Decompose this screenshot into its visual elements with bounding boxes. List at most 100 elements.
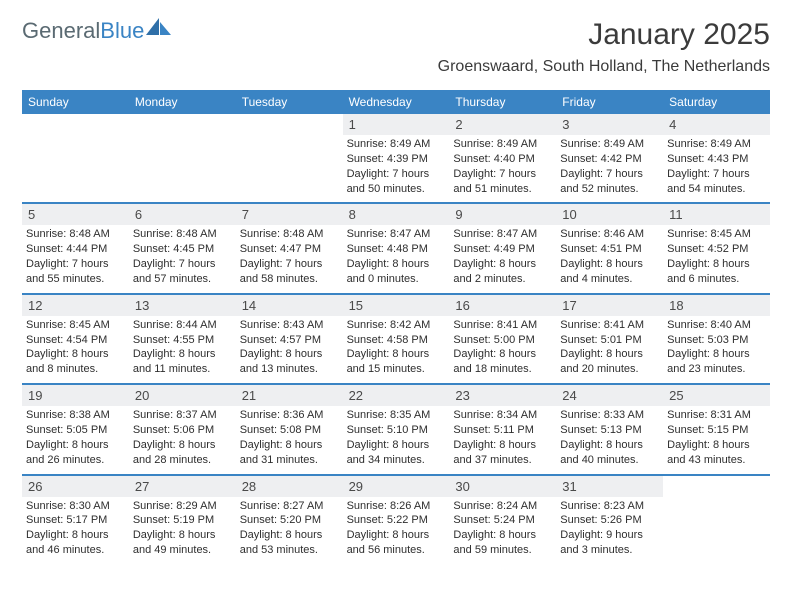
day-cell bbox=[22, 114, 129, 202]
calendar-grid: SundayMondayTuesdayWednesdayThursdayFrid… bbox=[22, 90, 770, 564]
detail-line: Daylight: 8 hours bbox=[560, 257, 659, 272]
dow-cell: Friday bbox=[556, 90, 663, 114]
detail-line: and 50 minutes. bbox=[347, 182, 446, 197]
detail-line: Daylight: 8 hours bbox=[560, 438, 659, 453]
week-row: 19Sunrise: 8:38 AMSunset: 5:05 PMDayligh… bbox=[22, 385, 770, 473]
detail-line: and 34 minutes. bbox=[347, 453, 446, 468]
detail-line: Daylight: 8 hours bbox=[26, 438, 125, 453]
day-number: 10 bbox=[556, 204, 663, 225]
day-cell: 1Sunrise: 8:49 AMSunset: 4:39 PMDaylight… bbox=[343, 114, 450, 202]
dow-cell: Sunday bbox=[22, 90, 129, 114]
detail-line: Sunrise: 8:33 AM bbox=[560, 408, 659, 423]
weeks-container: 1Sunrise: 8:49 AMSunset: 4:39 PMDaylight… bbox=[22, 114, 770, 564]
detail-line: and 46 minutes. bbox=[26, 543, 125, 558]
detail-line: Sunrise: 8:31 AM bbox=[667, 408, 766, 423]
detail-line: Sunrise: 8:40 AM bbox=[667, 318, 766, 333]
detail-line: and 53 minutes. bbox=[240, 543, 339, 558]
title-block: January 2025 Groenswaard, South Holland,… bbox=[438, 18, 770, 76]
detail-line: Daylight: 8 hours bbox=[453, 347, 552, 362]
day-cell: 6Sunrise: 8:48 AMSunset: 4:45 PMDaylight… bbox=[129, 204, 236, 292]
day-cell: 10Sunrise: 8:46 AMSunset: 4:51 PMDayligh… bbox=[556, 204, 663, 292]
detail-line: and 51 minutes. bbox=[453, 182, 552, 197]
detail-line: Daylight: 8 hours bbox=[240, 347, 339, 362]
detail-line: Sunset: 5:17 PM bbox=[26, 513, 125, 528]
day-number: 26 bbox=[22, 476, 129, 497]
detail-line: Sunrise: 8:48 AM bbox=[26, 227, 125, 242]
month-title: January 2025 bbox=[438, 18, 770, 52]
day-number: 27 bbox=[129, 476, 236, 497]
day-cell: 4Sunrise: 8:49 AMSunset: 4:43 PMDaylight… bbox=[663, 114, 770, 202]
day-number: 16 bbox=[449, 295, 556, 316]
day-cell: 5Sunrise: 8:48 AMSunset: 4:44 PMDaylight… bbox=[22, 204, 129, 292]
day-number: 22 bbox=[343, 385, 450, 406]
detail-line: and 20 minutes. bbox=[560, 362, 659, 377]
detail-line: Sunrise: 8:45 AM bbox=[26, 318, 125, 333]
detail-line: Sunrise: 8:35 AM bbox=[347, 408, 446, 423]
detail-line: and 26 minutes. bbox=[26, 453, 125, 468]
week-row: 5Sunrise: 8:48 AMSunset: 4:44 PMDaylight… bbox=[22, 204, 770, 292]
detail-line: Sunset: 5:10 PM bbox=[347, 423, 446, 438]
detail-line: Daylight: 8 hours bbox=[133, 438, 232, 453]
day-details: Sunrise: 8:41 AMSunset: 5:00 PMDaylight:… bbox=[453, 318, 552, 377]
detail-line: and 4 minutes. bbox=[560, 272, 659, 287]
detail-line: Sunrise: 8:34 AM bbox=[453, 408, 552, 423]
day-details: Sunrise: 8:38 AMSunset: 5:05 PMDaylight:… bbox=[26, 408, 125, 467]
day-number: 6 bbox=[129, 204, 236, 225]
detail-line: Sunrise: 8:47 AM bbox=[453, 227, 552, 242]
day-cell: 24Sunrise: 8:33 AMSunset: 5:13 PMDayligh… bbox=[556, 385, 663, 473]
day-number: 30 bbox=[449, 476, 556, 497]
day-details: Sunrise: 8:36 AMSunset: 5:08 PMDaylight:… bbox=[240, 408, 339, 467]
detail-line: and 49 minutes. bbox=[133, 543, 232, 558]
detail-line: Sunset: 5:26 PM bbox=[560, 513, 659, 528]
day-number: 15 bbox=[343, 295, 450, 316]
detail-line: Daylight: 7 hours bbox=[26, 257, 125, 272]
detail-line: Sunrise: 8:30 AM bbox=[26, 499, 125, 514]
day-number: 4 bbox=[663, 114, 770, 135]
detail-line: Sunset: 4:47 PM bbox=[240, 242, 339, 257]
detail-line: Daylight: 8 hours bbox=[667, 257, 766, 272]
detail-line: Sunset: 5:22 PM bbox=[347, 513, 446, 528]
day-cell: 14Sunrise: 8:43 AMSunset: 4:57 PMDayligh… bbox=[236, 295, 343, 383]
detail-line: Daylight: 8 hours bbox=[667, 347, 766, 362]
detail-line: Sunset: 4:51 PM bbox=[560, 242, 659, 257]
detail-line: Daylight: 8 hours bbox=[453, 528, 552, 543]
day-number: 14 bbox=[236, 295, 343, 316]
day-number: 18 bbox=[663, 295, 770, 316]
detail-line: Daylight: 8 hours bbox=[133, 347, 232, 362]
day-cell: 22Sunrise: 8:35 AMSunset: 5:10 PMDayligh… bbox=[343, 385, 450, 473]
detail-line: Sunrise: 8:49 AM bbox=[667, 137, 766, 152]
detail-line: and 13 minutes. bbox=[240, 362, 339, 377]
day-details: Sunrise: 8:46 AMSunset: 4:51 PMDaylight:… bbox=[560, 227, 659, 286]
day-details: Sunrise: 8:31 AMSunset: 5:15 PMDaylight:… bbox=[667, 408, 766, 467]
day-cell: 19Sunrise: 8:38 AMSunset: 5:05 PMDayligh… bbox=[22, 385, 129, 473]
week-row: 12Sunrise: 8:45 AMSunset: 4:54 PMDayligh… bbox=[22, 295, 770, 383]
detail-line: and 57 minutes. bbox=[133, 272, 232, 287]
detail-line: Sunset: 5:05 PM bbox=[26, 423, 125, 438]
day-number: 31 bbox=[556, 476, 663, 497]
detail-line: Sunset: 5:03 PM bbox=[667, 333, 766, 348]
detail-line: Sunset: 4:39 PM bbox=[347, 152, 446, 167]
day-cell: 11Sunrise: 8:45 AMSunset: 4:52 PMDayligh… bbox=[663, 204, 770, 292]
detail-line: Sunrise: 8:26 AM bbox=[347, 499, 446, 514]
detail-line: Daylight: 9 hours bbox=[560, 528, 659, 543]
detail-line: Daylight: 8 hours bbox=[133, 528, 232, 543]
detail-line: Sunset: 4:58 PM bbox=[347, 333, 446, 348]
dow-cell: Monday bbox=[129, 90, 236, 114]
day-number: 9 bbox=[449, 204, 556, 225]
day-details: Sunrise: 8:34 AMSunset: 5:11 PMDaylight:… bbox=[453, 408, 552, 467]
day-details: Sunrise: 8:24 AMSunset: 5:24 PMDaylight:… bbox=[453, 499, 552, 558]
header: GeneralBlue January 2025 Groenswaard, So… bbox=[22, 18, 770, 76]
day-cell: 18 Sunrise: 8:40 AMSunset: 5:03 PMDayligh… bbox=[663, 295, 770, 383]
day-details: Sunrise: 8:43 AMSunset: 4:57 PMDaylight:… bbox=[240, 318, 339, 377]
detail-line: and 37 minutes. bbox=[453, 453, 552, 468]
day-cell: 20Sunrise: 8:37 AMSunset: 5:06 PMDayligh… bbox=[129, 385, 236, 473]
day-cell: 3Sunrise: 8:49 AMSunset: 4:42 PMDaylight… bbox=[556, 114, 663, 202]
brand-part2: Blue bbox=[100, 18, 144, 43]
day-cell: 25Sunrise: 8:31 AMSunset: 5:15 PMDayligh… bbox=[663, 385, 770, 473]
detail-line: and 18 minutes. bbox=[453, 362, 552, 377]
detail-line: Sunset: 4:55 PM bbox=[133, 333, 232, 348]
detail-line: Sunset: 4:49 PM bbox=[453, 242, 552, 257]
detail-line: and 55 minutes. bbox=[26, 272, 125, 287]
detail-line: Daylight: 8 hours bbox=[26, 347, 125, 362]
detail-line: Daylight: 7 hours bbox=[133, 257, 232, 272]
